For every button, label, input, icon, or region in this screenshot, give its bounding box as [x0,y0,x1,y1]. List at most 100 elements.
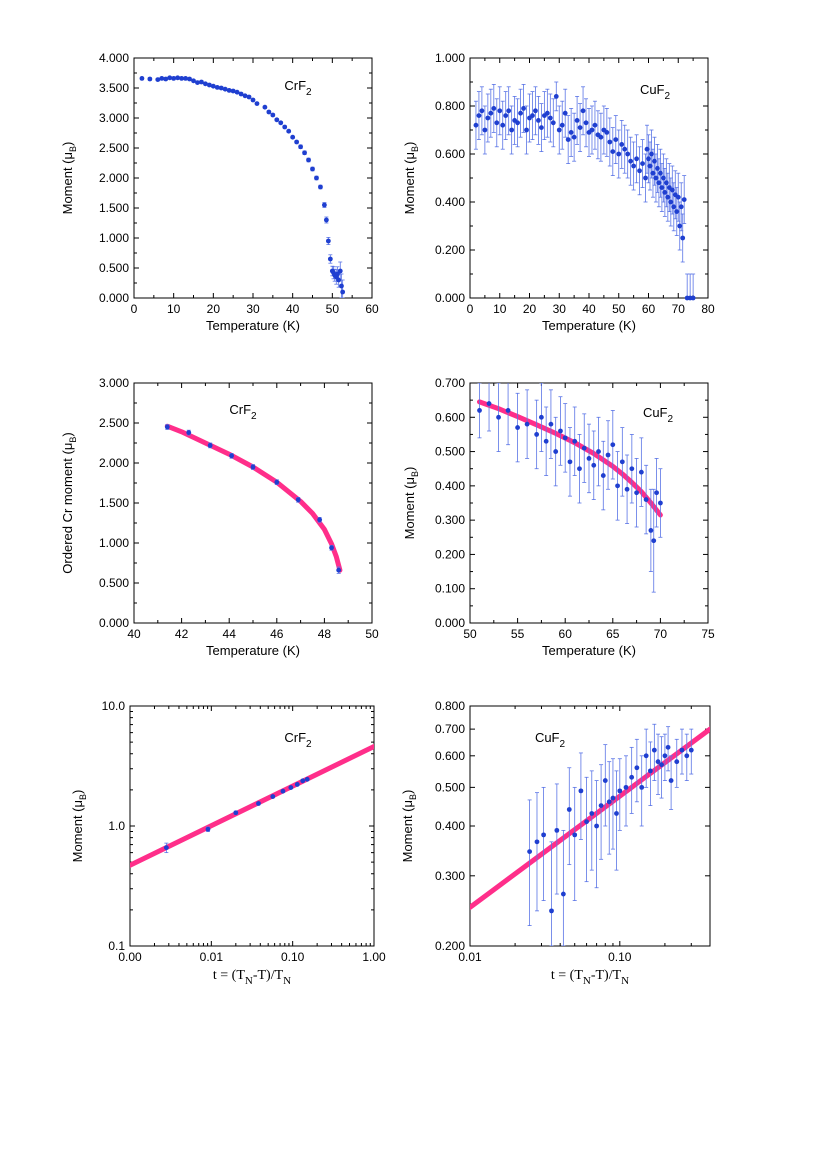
y-tick-label: 0.800 [435,699,465,713]
data-point [610,442,616,448]
data-point [644,146,650,152]
data-point [164,424,170,430]
data-point [543,438,549,444]
x-tick-label: 46 [270,627,284,641]
y-tick-label: 1.000 [435,51,465,65]
data-point [591,462,597,468]
data-point [336,277,342,283]
data-point [647,163,653,169]
x-tick-label: 50 [612,302,626,316]
y-tick-label: 10.0 [102,699,126,713]
data-point [186,430,192,435]
y-tick-label: 3.000 [99,111,129,125]
data-point [518,110,523,116]
data-point [600,473,606,478]
data-point [648,528,654,533]
data-point [616,151,622,157]
y-tick-label: 0.500 [435,445,465,459]
y-tick-label: 0.400 [435,479,465,493]
x-tick-label: 0.00 [118,950,142,964]
data-point [646,156,651,162]
y-tick-label: 1.000 [99,536,129,550]
data-point [195,80,200,85]
fit-line [130,744,374,868]
x-tick-label: 0 [467,302,474,316]
data-point [203,81,208,87]
y-tick-label: 0.000 [99,291,129,305]
data-point [550,120,556,126]
data-point [250,97,256,103]
y-axis-label: Ordered Cr moment (μB) [60,432,78,573]
y-tick-label: 0.500 [99,576,129,590]
data-point [329,545,334,551]
data-point [677,223,683,229]
data-point [229,453,234,459]
chart-title: CuF2 [535,730,566,750]
data-point [323,217,329,223]
y-tick-label: 1.000 [99,231,129,245]
x-tick-label: 55 [511,627,525,641]
data-point [589,127,595,133]
data-point [288,785,294,790]
x-tick-label: 70 [672,302,686,316]
data-point [572,832,578,838]
data-point [207,443,213,448]
data-point [521,106,526,111]
data-point [533,108,538,114]
data-point [266,109,272,115]
plot-frame [469,705,711,947]
data-point [155,77,161,82]
data-point [643,175,648,181]
data-point [623,784,629,790]
y-axis-label: Moment (μB) [400,790,418,863]
x-tick-label: 0.01 [200,950,224,964]
data-point [619,142,625,147]
data-point [631,163,637,169]
data-point [226,88,232,93]
data-point [553,94,559,99]
data-point [565,137,571,143]
data-point [286,128,292,134]
data-point [596,449,601,454]
data-point [524,127,529,133]
y-tick-label: 0.000 [435,291,465,305]
data-point [503,113,509,118]
data-point [509,127,515,133]
data-point [206,82,212,88]
data-point [560,891,566,897]
data-point [218,85,224,91]
data-point [486,401,492,406]
y-tick-label: 1.500 [99,201,129,215]
data-point [482,127,488,133]
y-tick-label: 0.700 [435,376,465,390]
data-point [298,144,303,150]
data-point [515,425,520,430]
x-tick-label: 60 [642,302,656,316]
data-point [314,175,319,181]
data-point [476,113,482,118]
data-point [262,104,268,110]
data-point [592,122,598,128]
data-point [210,83,216,89]
data-point [191,78,196,84]
data-point [167,75,173,81]
data-point [254,101,260,106]
data-point [669,187,675,193]
data-point [238,91,244,97]
data-point [290,134,296,140]
data-point [549,908,554,914]
data-point [675,194,681,200]
chart-title: CuF2 [640,82,671,102]
data-point [610,149,616,155]
data-point [690,295,696,301]
data-point [539,125,544,130]
data-point [496,414,501,420]
data-point [325,238,331,244]
y-tick-label: 4.000 [99,51,129,65]
x-tick-label: 50 [326,302,340,316]
data-point [629,466,635,472]
data-point [571,134,577,140]
data-point [680,235,686,241]
